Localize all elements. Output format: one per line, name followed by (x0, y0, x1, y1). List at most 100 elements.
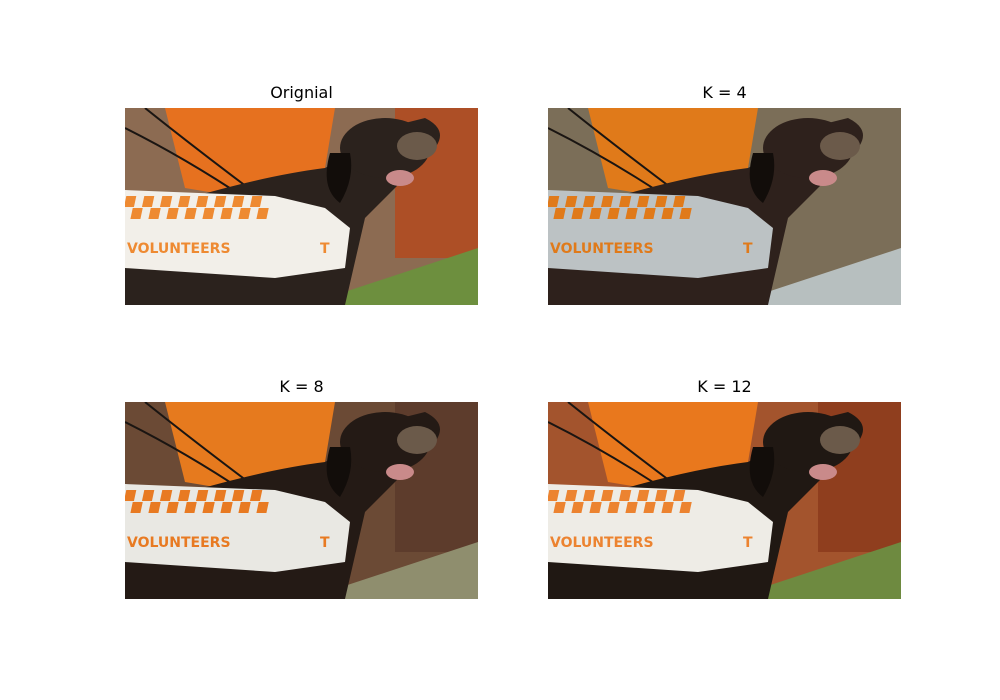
vest-checker (213, 490, 227, 501)
vest-checker (213, 196, 227, 207)
dog-vest (548, 484, 773, 572)
vest-checker (130, 208, 143, 219)
vest-checker (195, 490, 209, 501)
dog-vest (125, 484, 350, 572)
vest-checker (643, 502, 656, 513)
vest-checker (571, 502, 584, 513)
vest-checker (654, 196, 668, 207)
vest-checker (220, 502, 233, 513)
dog-vest (125, 190, 350, 278)
vest-checker (661, 502, 674, 513)
vest-checker (166, 502, 179, 513)
vest-lettering: VOLUNTEERS (550, 241, 654, 257)
dog-snout (397, 132, 437, 160)
vest-checker (202, 502, 215, 513)
dog-tongue (809, 170, 837, 186)
vest-checker (195, 196, 209, 207)
vest-checker (636, 490, 650, 501)
vest-checker (571, 208, 584, 219)
vest-checker (548, 196, 560, 207)
image-k12: VOLUNTEERS T (548, 402, 901, 599)
dog-head (340, 412, 430, 472)
vest-checker (625, 502, 638, 513)
vest-checker (661, 208, 674, 219)
vest-checker (564, 196, 578, 207)
dog-snout (820, 426, 860, 454)
vest-checker (184, 208, 197, 219)
leash (144, 108, 256, 194)
vest-checker (256, 502, 269, 513)
vest-t-logo: T (320, 535, 330, 551)
vest-checker (643, 208, 656, 219)
vest-checker (553, 208, 566, 219)
vest-checker (231, 490, 245, 501)
vest-checker (184, 502, 197, 513)
vest-checker (238, 502, 251, 513)
vest-lettering: VOLUNTEERS (127, 241, 231, 257)
dog-head (763, 412, 853, 472)
vest-checker (249, 196, 263, 207)
image-k8: VOLUNTEERS T (125, 402, 478, 599)
vest-t-logo: T (320, 241, 330, 257)
vest-checker (141, 196, 155, 207)
vest-checker (607, 208, 620, 219)
dog-tongue (386, 170, 414, 186)
vest-checker (166, 208, 179, 219)
image-original: VOLUNTEERS T (125, 108, 478, 305)
dog-head (763, 118, 853, 178)
vest-checker (231, 196, 245, 207)
vest-checker (672, 196, 686, 207)
vest-t-logo: T (743, 535, 753, 551)
vest-checker (589, 502, 602, 513)
panel-title: K = 12 (697, 377, 752, 396)
vest-checker (177, 196, 191, 207)
vest-checker (130, 502, 143, 513)
vest-t-logo: T (743, 241, 753, 257)
image-k4: VOLUNTEERS T (548, 108, 901, 305)
vest-checker (589, 208, 602, 219)
panel-title: Orignial (270, 83, 333, 102)
vest-checker (672, 490, 686, 501)
vest-checker (582, 490, 596, 501)
dog-head (340, 118, 430, 178)
dog-ear (326, 447, 352, 497)
vest-checker (125, 490, 137, 501)
vest-checker (249, 490, 263, 501)
vest-checker (600, 490, 614, 501)
vest-lettering: VOLUNTEERS (550, 535, 654, 551)
vest-checker (548, 490, 560, 501)
vest-checker (618, 490, 632, 501)
vest-checker (618, 196, 632, 207)
leash (144, 402, 256, 488)
vest-checker (177, 490, 191, 501)
vest-checker (564, 490, 578, 501)
vest-checker (238, 208, 251, 219)
vest-checker (625, 208, 638, 219)
vest-checker (220, 208, 233, 219)
panel-title: K = 4 (702, 83, 747, 102)
vest-checker (125, 196, 137, 207)
vest-checker (607, 502, 620, 513)
vest-checker (553, 502, 566, 513)
vest-checker (636, 196, 650, 207)
dog-tongue (386, 464, 414, 480)
vest-checker (148, 502, 161, 513)
panel-title: K = 8 (279, 377, 324, 396)
vest-checker (148, 208, 161, 219)
vest-checker (202, 208, 215, 219)
dog-snout (397, 426, 437, 454)
dog-ear (326, 153, 352, 203)
vest-checker (654, 490, 668, 501)
dog-snout (820, 132, 860, 160)
leash (567, 108, 679, 194)
vest-checker (141, 490, 155, 501)
vest-checker (600, 196, 614, 207)
dog-ear (749, 153, 775, 203)
vest-checker (679, 502, 692, 513)
dog-tongue (809, 464, 837, 480)
vest-checker (679, 208, 692, 219)
vest-checker (159, 490, 173, 501)
vest-checker (159, 196, 173, 207)
vest-checker (582, 196, 596, 207)
dog-vest (548, 190, 773, 278)
